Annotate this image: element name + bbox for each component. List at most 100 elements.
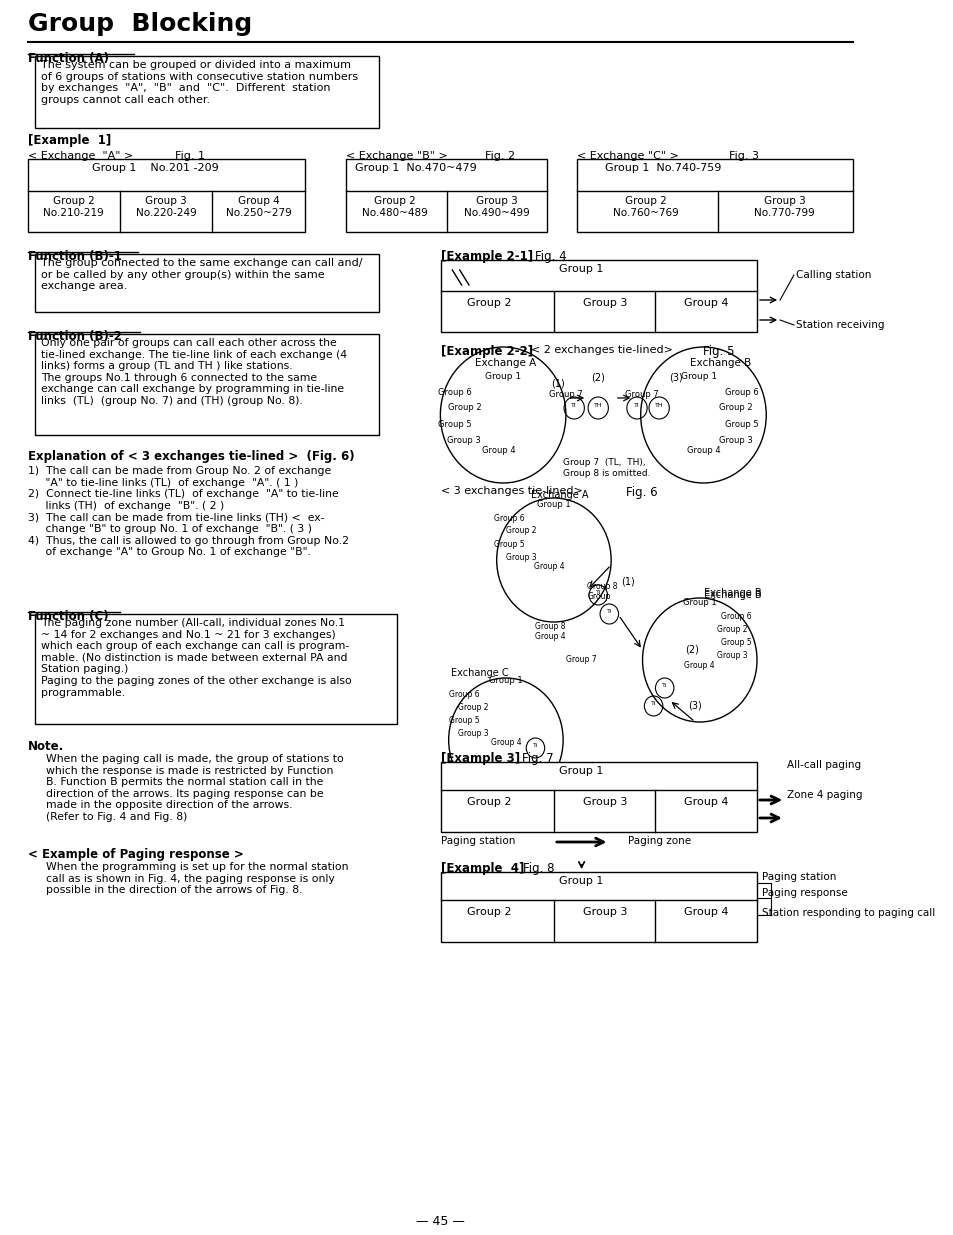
Text: Group 3: Group 3 bbox=[582, 298, 626, 308]
Text: Group 4: Group 4 bbox=[683, 797, 728, 806]
Text: Ti: Ti bbox=[661, 683, 667, 688]
Text: Group 3: Group 3 bbox=[582, 797, 626, 806]
Text: Group 6: Group 6 bbox=[720, 613, 751, 621]
Bar bbox=[28, 159, 304, 232]
Text: Station receiving: Station receiving bbox=[795, 320, 883, 330]
Text: Group 4: Group 4 bbox=[683, 298, 728, 308]
Text: Paging zone: Paging zone bbox=[627, 836, 690, 846]
Text: Function (B)-2: Function (B)-2 bbox=[28, 330, 121, 343]
Text: Group 2: Group 2 bbox=[719, 403, 752, 412]
Text: Exchange A: Exchange A bbox=[530, 490, 588, 500]
Text: Group 1    No.201 -209: Group 1 No.201 -209 bbox=[92, 163, 219, 173]
Text: Group 4: Group 4 bbox=[534, 562, 564, 571]
Text: Group 1: Group 1 bbox=[489, 676, 522, 685]
Text: Fig. 6: Fig. 6 bbox=[625, 487, 657, 499]
Bar bbox=[441, 261, 757, 332]
Text: Ti: Ti bbox=[606, 609, 612, 614]
Text: When the programming is set up for the normal station
call as is shown in Fig. 4: When the programming is set up for the n… bbox=[46, 862, 348, 895]
Text: Exchange B: Exchange B bbox=[703, 590, 761, 600]
Text: Station responding to paging call: Station responding to paging call bbox=[760, 908, 934, 918]
Bar bbox=[441, 872, 757, 942]
Text: Only one pair of groups can call each other across the
tie-lined exchange. The t: Only one pair of groups can call each ot… bbox=[41, 338, 346, 406]
Text: Fig. 3: Fig. 3 bbox=[728, 151, 759, 161]
Text: < 3 exchanges tie-lined>: < 3 exchanges tie-lined> bbox=[441, 487, 582, 496]
Bar bbox=[35, 254, 378, 312]
Text: Group 2: Group 2 bbox=[467, 797, 511, 806]
Text: — 45 —: — 45 — bbox=[416, 1215, 464, 1228]
Text: Function (B)-1: Function (B)-1 bbox=[28, 249, 121, 263]
Text: Function (A): Function (A) bbox=[28, 52, 109, 65]
Text: Group 5: Group 5 bbox=[437, 420, 472, 429]
Text: < Example of Paging response >: < Example of Paging response > bbox=[28, 848, 243, 861]
Text: (2): (2) bbox=[590, 373, 604, 383]
Text: Group 1: Group 1 bbox=[558, 766, 603, 776]
Text: TH: TH bbox=[654, 403, 662, 408]
Text: Note.: Note. bbox=[28, 740, 64, 753]
Text: Group: Group bbox=[586, 592, 610, 601]
Text: Group 2: Group 2 bbox=[447, 403, 480, 412]
Text: 1)  The call can be made from Group No. 2 of exchange
     "A" to tie-line links: 1) The call can be made from Group No. 2… bbox=[28, 466, 349, 557]
Text: Exchange C: Exchange C bbox=[450, 668, 508, 678]
Text: Group 7  (TL,  TH),: Group 7 (TL, TH), bbox=[562, 458, 645, 467]
Text: Group 7: Group 7 bbox=[566, 655, 597, 664]
Text: Group 5: Group 5 bbox=[494, 540, 524, 550]
Text: Fig. 4: Fig. 4 bbox=[535, 249, 566, 263]
Text: Group 4: Group 4 bbox=[683, 661, 715, 671]
Text: Group 3
No.220-249: Group 3 No.220-249 bbox=[135, 196, 196, 217]
Text: Paging station: Paging station bbox=[760, 872, 835, 882]
Text: Group 2
No.760~769: Group 2 No.760~769 bbox=[613, 196, 679, 217]
Text: [Example  1]: [Example 1] bbox=[28, 135, 111, 147]
Text: The paging zone number (All-call, individual zones No.1
~ 14 for 2 exchanges and: The paging zone number (All-call, indivi… bbox=[41, 618, 351, 698]
Text: Function (C): Function (C) bbox=[28, 610, 109, 622]
Text: Group 1: Group 1 bbox=[680, 372, 716, 382]
Text: Group 4: Group 4 bbox=[686, 446, 720, 454]
Bar bbox=[35, 333, 378, 435]
Text: Group 8: Group 8 bbox=[535, 622, 565, 631]
Text: Exchange B: Exchange B bbox=[703, 588, 761, 598]
Text: Group 1: Group 1 bbox=[484, 372, 520, 382]
Text: < 2 exchanges tie-lined>: < 2 exchanges tie-lined> bbox=[530, 345, 672, 354]
Text: Group 4: Group 4 bbox=[535, 632, 565, 641]
Text: (1): (1) bbox=[551, 378, 564, 388]
Text: TH: TH bbox=[594, 403, 602, 408]
Text: Group 3: Group 3 bbox=[506, 553, 537, 562]
Text: [Example  4]: [Example 4] bbox=[441, 862, 524, 876]
Text: Group 2: Group 2 bbox=[506, 526, 537, 535]
Text: (3): (3) bbox=[687, 700, 700, 710]
Text: Group 5: Group 5 bbox=[720, 638, 751, 647]
Text: Paging response: Paging response bbox=[760, 888, 846, 898]
Text: When the paging call is made, the group of stations to
which the response is mad: When the paging call is made, the group … bbox=[46, 755, 343, 823]
Text: Group 6: Group 6 bbox=[724, 388, 759, 396]
Text: Group 2: Group 2 bbox=[467, 298, 511, 308]
Text: Group 2
No.210-219: Group 2 No.210-219 bbox=[44, 196, 104, 217]
Text: Fig. 7: Fig. 7 bbox=[521, 752, 553, 764]
Text: Group  Blocking: Group Blocking bbox=[28, 12, 252, 36]
Text: Fig. 5: Fig. 5 bbox=[702, 345, 734, 358]
Text: < Exchange "B" >: < Exchange "B" > bbox=[346, 151, 448, 161]
Text: Ti: Ti bbox=[595, 590, 600, 595]
Text: Group 1: Group 1 bbox=[682, 598, 716, 606]
Text: Group 2: Group 2 bbox=[716, 625, 746, 634]
Text: Fig. 8: Fig. 8 bbox=[522, 862, 554, 876]
Text: Paging station: Paging station bbox=[441, 836, 516, 846]
Text: Explanation of < 3 exchanges tie-lined >  (Fig. 6): Explanation of < 3 exchanges tie-lined >… bbox=[28, 450, 354, 463]
Text: (2): (2) bbox=[684, 645, 699, 655]
Text: Group 2
No.480~489: Group 2 No.480~489 bbox=[362, 196, 428, 217]
Text: [Example 3]: [Example 3] bbox=[441, 752, 520, 764]
Text: Zone 4 paging: Zone 4 paging bbox=[786, 790, 862, 800]
Bar bbox=[35, 614, 396, 724]
Bar bbox=[35, 56, 378, 128]
Text: Group 5: Group 5 bbox=[724, 420, 759, 429]
Text: Exchange B: Exchange B bbox=[689, 358, 750, 368]
Text: Group 1  No.470~479: Group 1 No.470~479 bbox=[355, 163, 476, 173]
Text: < Exchange  "A" >: < Exchange "A" > bbox=[28, 151, 132, 161]
Text: Group 6: Group 6 bbox=[494, 514, 524, 522]
Text: Exchange A: Exchange A bbox=[475, 358, 537, 368]
Text: Group 1: Group 1 bbox=[558, 264, 603, 274]
Text: Calling station: Calling station bbox=[795, 270, 870, 280]
Text: Group 3: Group 3 bbox=[457, 729, 488, 739]
Text: All-call paging: All-call paging bbox=[786, 760, 861, 769]
Text: Group 8: Group 8 bbox=[586, 582, 617, 592]
Text: Group 3
No.770-799: Group 3 No.770-799 bbox=[754, 196, 814, 217]
Text: Group 4: Group 4 bbox=[490, 739, 520, 747]
